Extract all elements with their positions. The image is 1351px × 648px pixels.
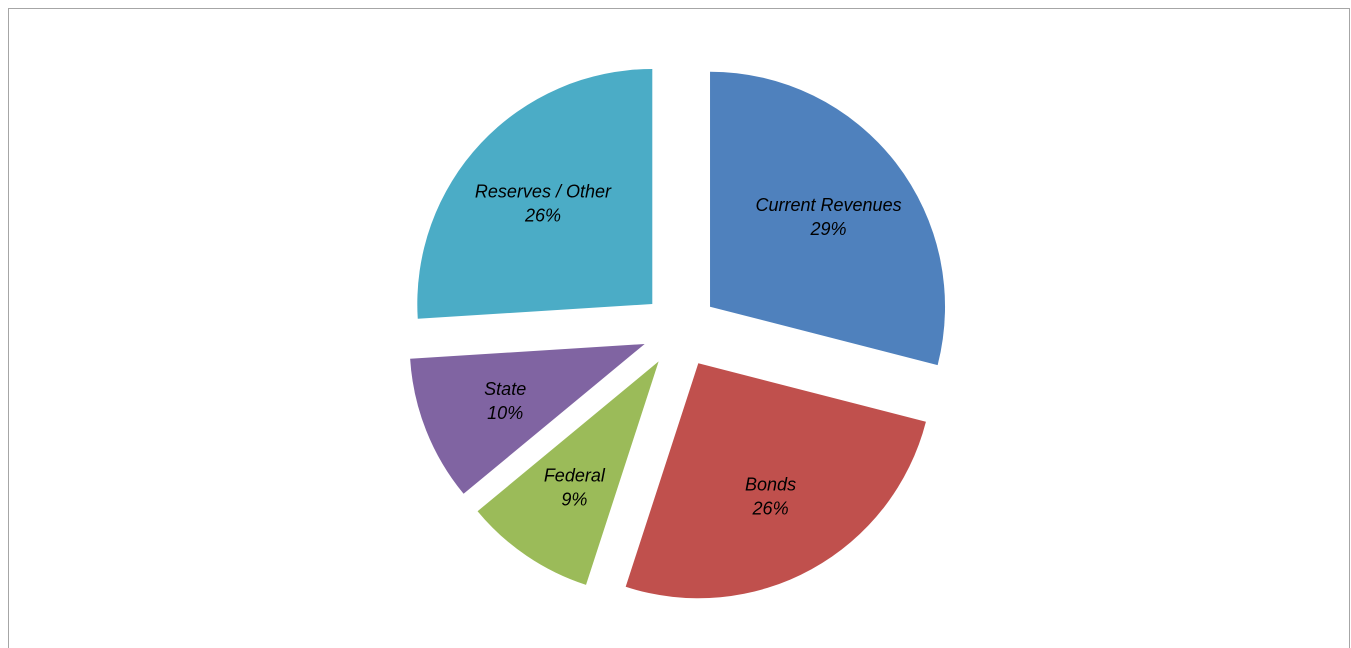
slice-label-bonds: Bonds [745, 475, 796, 495]
slice-label-reserves-other: Reserves / Other [475, 181, 612, 201]
slice-label-state: State [484, 379, 526, 399]
pie-slice-state [410, 343, 645, 494]
slice-percent-current-revenues: 29% [810, 219, 847, 239]
slice-label-current-revenues: Current Revenues [756, 195, 902, 215]
slice-percent-state: 10% [487, 403, 523, 423]
pie-slice-bonds [625, 363, 926, 599]
pie-slice-federal [477, 361, 659, 585]
slice-percent-federal: 9% [561, 489, 587, 509]
pie-slice-current-revenues [710, 71, 946, 366]
slice-percent-bonds: 26% [752, 499, 789, 519]
slice-label-federal: Federal [544, 465, 606, 485]
slice-percent-reserves-other: 26% [524, 205, 561, 225]
pie-slice-reserves-other [417, 68, 653, 319]
